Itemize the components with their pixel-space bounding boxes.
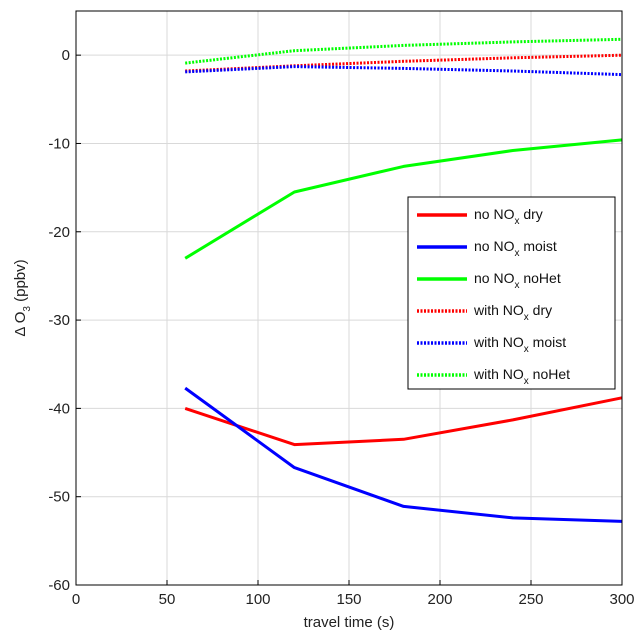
x-tick-label: 150 xyxy=(336,591,361,608)
y-tick-label: -40 xyxy=(48,400,70,417)
legend: no NOx dry no NOx moist no NOx noHet with N… xyxy=(407,196,616,390)
y-axis-title: Δ O3 (ppbv) xyxy=(12,259,33,336)
y-tick-label: -60 xyxy=(48,577,70,594)
y-tick-label: 0 xyxy=(62,47,70,64)
legend-label-1: no NOx dry xyxy=(474,206,543,227)
x-axis-title: travel time (s) xyxy=(304,614,395,631)
series-group xyxy=(184,37,623,523)
ticks: 0 50 100 150 200 250 300 -60 -50 -40 -30 -20 -10 0 xyxy=(48,47,634,608)
x-tick-label: 100 xyxy=(245,591,270,608)
series-line-1 xyxy=(184,396,623,447)
series-line-5 xyxy=(185,65,623,77)
series-line-4 xyxy=(185,53,623,73)
series-line-3 xyxy=(184,138,623,260)
y-tick-label: -30 xyxy=(48,312,70,329)
x-tick-label: 50 xyxy=(159,591,176,608)
y-tick-label: -20 xyxy=(48,224,70,241)
y-tick-label: -10 xyxy=(48,135,70,152)
series-line-6 xyxy=(185,37,623,65)
legend-label-4: with NOx dry xyxy=(473,302,552,323)
legend-label-3: no NOx noHet xyxy=(474,270,561,291)
x-tick-label: 200 xyxy=(427,591,452,608)
x-tick-label: 0 xyxy=(72,591,80,608)
legend-label-5: with NOx moist xyxy=(473,334,566,355)
legend-box xyxy=(407,196,616,390)
series-line-2 xyxy=(184,386,623,523)
x-tick-label: 300 xyxy=(609,591,634,608)
legend-label-2: no NOx moist xyxy=(474,238,557,259)
legend-label-6: with NOx noHet xyxy=(473,366,570,387)
y-tick-label: -50 xyxy=(48,489,70,506)
x-tick-label: 250 xyxy=(518,591,543,608)
